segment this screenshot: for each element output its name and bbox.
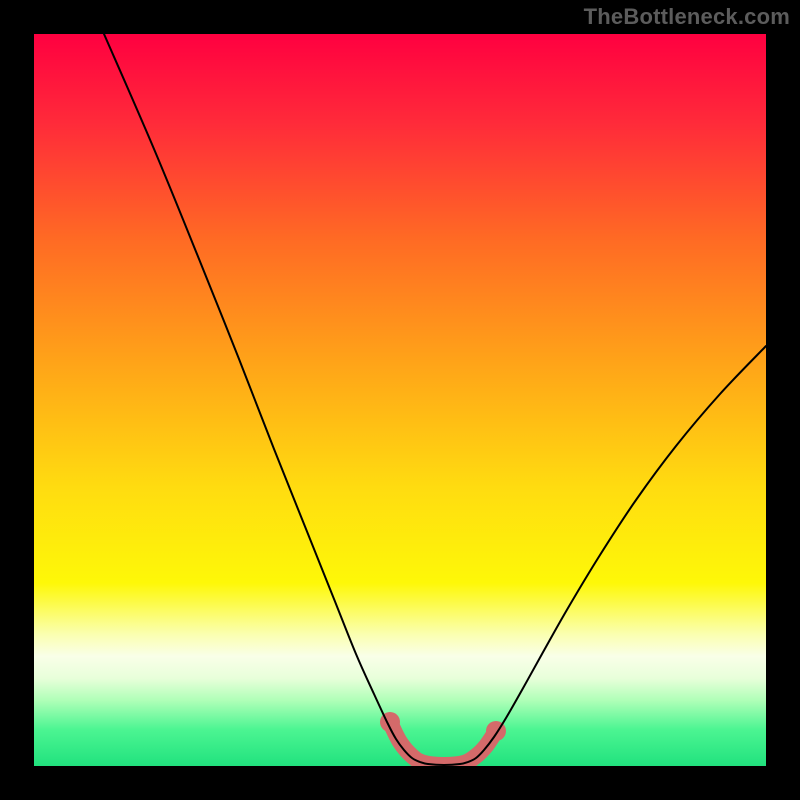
watermark-text: TheBottleneck.com	[584, 4, 790, 30]
chart-svg	[0, 0, 800, 800]
chart-stage: TheBottleneck.com	[0, 0, 800, 800]
gradient-background	[34, 34, 766, 766]
